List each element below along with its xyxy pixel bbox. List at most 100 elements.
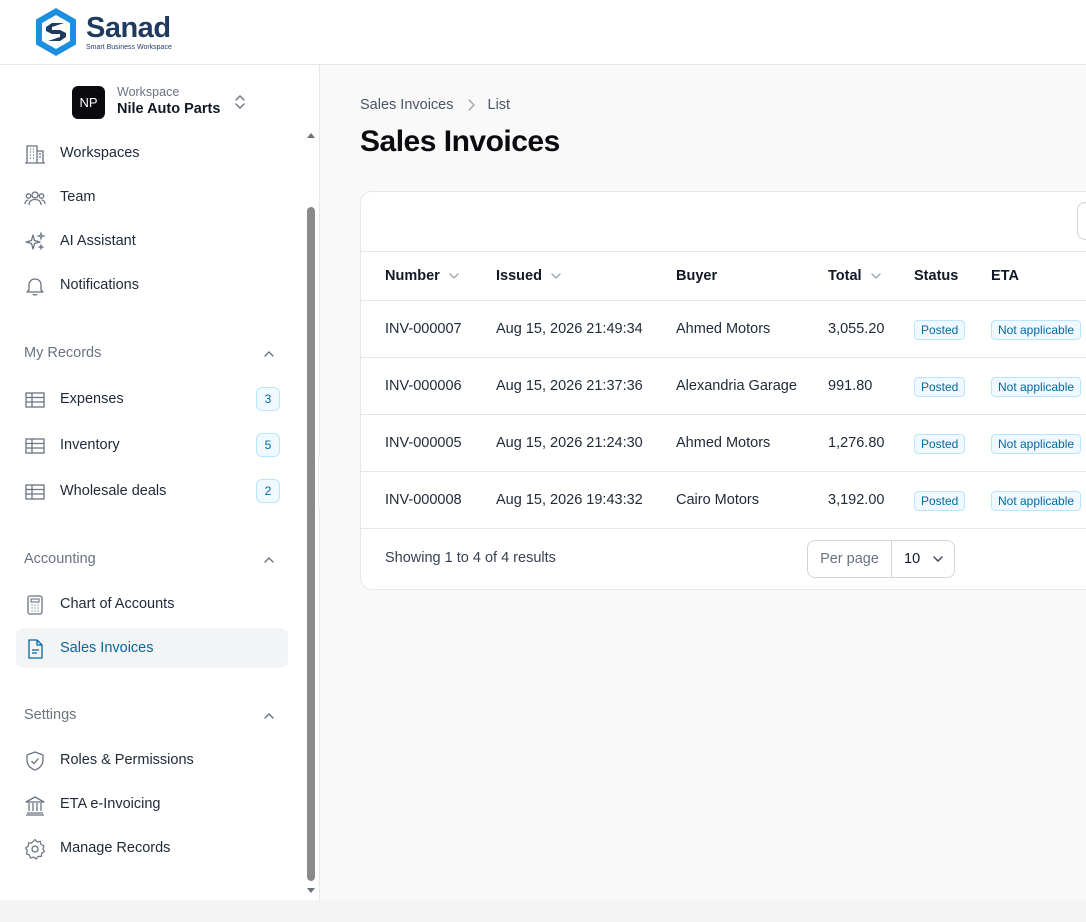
sidebar-item-expenses[interactable]: Expenses 3 (16, 379, 288, 419)
sidebar-item-label: Sales Invoices (60, 640, 154, 656)
table-row[interactable]: INV-000005 Aug 15, 2026 21:24:30 Ahmed M… (361, 415, 1086, 472)
sidebar-item-label: Roles & Permissions (60, 752, 194, 768)
sidebar-item-label: AI Assistant (60, 233, 136, 249)
cell-issued: Aug 15, 2026 21:49:34 (496, 321, 643, 337)
sidebar-item-label: ETA e-Invoicing (60, 796, 161, 812)
table-icon (25, 392, 45, 408)
group-title-label: Accounting (24, 551, 96, 567)
workspace-label: Workspace (117, 85, 180, 99)
sidebar-item-sales-invoices[interactable]: Sales Invoices (16, 628, 288, 668)
sidebar-item-label: Wholesale deals (60, 483, 167, 499)
gear-icon (25, 838, 46, 860)
top-bar: Sanad Smart Business Workspace (0, 0, 1086, 65)
sidebar-item-workspaces[interactable]: Workspaces (16, 133, 288, 173)
group-title-settings[interactable]: Settings (24, 707, 280, 723)
table-icon (25, 438, 45, 454)
toolbar-action-button[interactable] (1077, 202, 1086, 240)
cell-buyer: Cairo Motors (676, 492, 759, 508)
group-title-label: My Records (24, 345, 102, 361)
status-badge: Posted (914, 491, 966, 511)
per-page-label: Per page (808, 541, 892, 577)
column-header-issued[interactable]: Issued (496, 268, 562, 284)
per-page-select[interactable]: Per page 10 (807, 540, 955, 578)
column-header-number[interactable]: Number (385, 268, 460, 284)
group-title-accounting[interactable]: Accounting (24, 551, 280, 567)
sidebar-item-wholesale-deals[interactable]: Wholesale deals 2 (16, 471, 288, 511)
sidebar-item-team[interactable]: Team (16, 177, 288, 217)
main-content: Sales Invoices List Sales Invoices Numbe… (320, 65, 1086, 900)
chevron-up-icon (264, 713, 274, 719)
cell-buyer: Ahmed Motors (676, 321, 771, 337)
sidebar-item-eta-e-invoicing[interactable]: ETA e-Invoicing (16, 784, 288, 824)
sidebar-item-label: Expenses (60, 391, 124, 407)
invoices-table-card: Number Issued Buyer Total Status ETA IN (360, 191, 1086, 590)
cell-issued: Aug 15, 2026 21:37:36 (496, 378, 643, 394)
sidebar-item-label: Chart of Accounts (60, 596, 175, 612)
column-header-total[interactable]: Total (828, 268, 882, 284)
sidebar-item-roles-permissions[interactable]: Roles & Permissions (16, 740, 288, 780)
chevron-up-icon (264, 557, 274, 563)
breadcrumb-root-link[interactable]: Sales Invoices (360, 97, 454, 113)
brand-name: Sanad (86, 11, 171, 44)
group-title-my-records[interactable]: My Records (24, 345, 280, 361)
table-row[interactable]: INV-000007 Aug 15, 2026 21:49:34 Ahmed M… (361, 301, 1086, 358)
sidebar-scrollbar-thumb[interactable] (307, 207, 315, 881)
sidebar-item-label: Workspaces (60, 145, 140, 161)
cell-issued: Aug 15, 2026 21:24:30 (496, 435, 643, 451)
sidebar-item-manage-records[interactable]: Manage Records (16, 828, 288, 868)
users-icon (24, 191, 46, 206)
bell-icon (26, 278, 44, 296)
chevron-down-icon (449, 273, 459, 279)
brand-logo[interactable]: Sanad Smart Business Workspace (32, 6, 172, 58)
count-badge: 3 (256, 387, 280, 411)
cell-buyer: Alexandria Garage (676, 378, 797, 394)
column-header-eta: ETA (991, 268, 1019, 284)
chevron-down-icon (551, 273, 561, 279)
cell-issued: Aug 15, 2026 19:43:32 (496, 492, 643, 508)
cell-total: 3,192.00 (828, 492, 885, 508)
eta-badge: Not applicable (991, 320, 1082, 340)
chevron-up-down-icon (235, 95, 246, 109)
workspace-switcher[interactable]: NP Workspace Nile Auto Parts (72, 85, 246, 119)
sidebar-item-label: Manage Records (60, 840, 171, 856)
column-header-status: Status (914, 268, 959, 284)
group-title-label: Settings (24, 707, 77, 723)
chevron-up-icon (264, 351, 274, 357)
status-badge: Posted (914, 320, 966, 340)
building-icon (25, 145, 45, 164)
workspace-avatar: NP (72, 85, 105, 119)
page-title: Sales Invoices (360, 125, 560, 158)
sidebar-item-inventory[interactable]: Inventory 5 (16, 425, 288, 465)
sidebar-item-ai-assistant[interactable]: AI Assistant (16, 221, 288, 261)
chevron-down-icon (933, 556, 943, 562)
cell-total: 1,276.80 (828, 435, 885, 451)
document-icon (28, 639, 43, 659)
sidebar-item-notifications[interactable]: Notifications (16, 265, 288, 305)
chevron-down-icon (870, 273, 881, 279)
scroll-down-arrow-icon[interactable] (307, 888, 315, 893)
scroll-up-arrow-icon[interactable] (307, 133, 315, 138)
sidebar-item-label: Inventory (60, 437, 120, 453)
cell-buyer: Ahmed Motors (676, 435, 771, 451)
table-row[interactable]: INV-000006 Aug 15, 2026 21:37:36 Alexand… (361, 358, 1086, 415)
sidebar-item-chart-of-accounts[interactable]: Chart of Accounts (16, 584, 288, 624)
eta-badge: Not applicable (991, 434, 1082, 454)
brand-tagline: Smart Business Workspace (86, 43, 172, 51)
cell-number: INV-000006 (385, 378, 462, 394)
count-badge: 2 (256, 479, 280, 503)
table-icon (25, 484, 45, 500)
eta-badge: Not applicable (991, 491, 1082, 511)
chevron-right-icon (467, 99, 475, 111)
cell-total: 3,055.20 (828, 321, 885, 337)
table-toolbar (361, 192, 1086, 252)
calculator-icon (27, 595, 43, 615)
sidebar: NP Workspace Nile Auto Parts Workspaces … (0, 65, 320, 900)
logo-mark-icon (36, 8, 76, 56)
table-row[interactable]: INV-000008 Aug 15, 2026 19:43:32 Cairo M… (361, 472, 1086, 529)
bottom-edge (0, 900, 1086, 922)
breadcrumb: Sales Invoices List (360, 97, 510, 113)
sidebar-item-label: Team (60, 189, 96, 205)
bank-icon (25, 796, 45, 816)
shield-check-icon (26, 751, 44, 771)
pagination-summary: Showing 1 to 4 of 4 results (385, 550, 556, 566)
